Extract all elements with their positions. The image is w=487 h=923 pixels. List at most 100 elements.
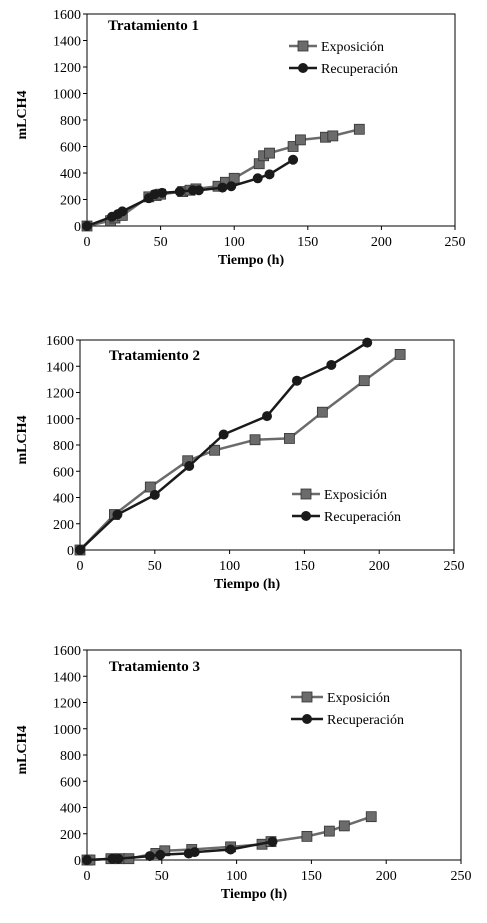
data-point-square [338, 820, 350, 832]
y-tick-label: 1600 [53, 8, 81, 23]
legend-entry: Recuperación [291, 713, 404, 728]
legend-label: Exposición [324, 488, 387, 503]
data-point-circle [112, 509, 123, 520]
data-point-circle [144, 851, 155, 862]
y-tick-label: 600 [60, 775, 81, 790]
y-tick-label: 0 [74, 220, 81, 235]
plot-frame [86, 13, 456, 227]
data-point-circle [267, 836, 278, 847]
data-point-square [284, 433, 295, 444]
series-recuperacion [82, 154, 299, 231]
data-point-square [353, 123, 365, 135]
data-point-circle [189, 847, 200, 858]
series-recuperacion [82, 836, 278, 865]
data-point-square [144, 481, 156, 493]
y-tick-label: 200 [60, 194, 81, 209]
y-tick-label: 1200 [53, 61, 81, 76]
data-point-circle [225, 844, 236, 855]
x-tick-label: 200 [369, 559, 390, 574]
data-point-square [394, 349, 406, 360]
legend-label: Exposición [327, 691, 390, 706]
data-point-square [365, 811, 377, 823]
data-point-square [249, 434, 261, 446]
legend-entry: Exposición [292, 488, 387, 503]
legend-marker-circle [301, 511, 311, 521]
legend-label: Recuperación [327, 713, 404, 728]
x-tick-label: 0 [77, 559, 84, 574]
y-tick-label: 1200 [46, 387, 74, 402]
y-tick-label: 1400 [53, 35, 81, 50]
data-point-circle [264, 169, 275, 180]
data-point-circle [184, 461, 195, 471]
data-point-circle [82, 855, 92, 865]
y-tick-label: 1400 [46, 360, 74, 375]
y-tick-label: 0 [67, 544, 74, 559]
data-point-square [295, 134, 306, 146]
x-tick-label: 200 [371, 235, 392, 250]
x-tick-label: 50 [154, 235, 168, 250]
x-tick-label: 50 [148, 559, 162, 574]
chart-panel-2: 0 200 400 600 800 1000 1200 1400 1600 0 50 100 150 20… [15, 334, 465, 592]
x-tick-label: 150 [297, 235, 318, 250]
x-tick-label: 150 [294, 559, 315, 574]
y-tick-label: 0 [74, 854, 81, 869]
data-point-square [323, 825, 335, 837]
y-axis-label: mLCH4 [15, 416, 30, 465]
y-tick-label: 800 [60, 114, 81, 129]
x-tick-label: 0 [84, 235, 91, 250]
y-tick-label: 800 [60, 749, 81, 764]
chart-title: Tratamiento 2 [109, 348, 200, 364]
data-point-circle [226, 181, 237, 192]
data-point-square [358, 375, 370, 387]
y-tick-label: 400 [60, 167, 81, 182]
data-point-circle [193, 185, 204, 196]
y-tick-label: 1600 [46, 334, 74, 349]
legend-label: Recuperación [324, 510, 401, 525]
y-tick-label: 200 [60, 828, 81, 843]
data-point-square [287, 141, 299, 152]
x-tick-label: 250 [444, 559, 465, 574]
legend-label: Recuperación [321, 62, 398, 77]
y-tick-label: 800 [53, 439, 74, 454]
y-tick-label: 400 [60, 802, 81, 817]
data-point-circle [252, 173, 263, 184]
x-axis-label: Tiempo (h) [214, 577, 281, 592]
x-tick-label: 100 [224, 235, 245, 250]
data-point-circle [362, 337, 373, 348]
x-tick-label: 0 [84, 869, 91, 884]
x-tick-label: 200 [376, 869, 397, 884]
x-tick-label: 250 [445, 235, 466, 250]
data-point-circle [155, 849, 166, 860]
legend-entry: Exposición [289, 40, 384, 55]
data-point-circle [326, 359, 337, 370]
legend-entry: Recuperación [292, 510, 401, 525]
legend-marker-square [300, 488, 312, 500]
legend-marker-circle [298, 63, 308, 73]
y-tick-label: 1400 [53, 670, 81, 685]
data-point-circle [218, 429, 229, 440]
data-point-circle [82, 221, 92, 231]
legend-marker-square [297, 40, 309, 52]
legend-label: Exposición [321, 40, 384, 55]
data-point-circle [149, 189, 160, 200]
legend-marker-circle [302, 714, 312, 724]
legend-marker-square [301, 691, 313, 703]
chart-title: Tratamiento 1 [108, 18, 199, 34]
x-tick-label: 50 [155, 869, 169, 884]
y-tick-label: 1000 [53, 88, 81, 103]
y-tick-label: 200 [53, 518, 74, 533]
y-tick-label: 1600 [53, 644, 81, 659]
y-tick-label: 600 [53, 465, 74, 480]
data-point-circle [157, 187, 168, 198]
x-axis-label: Tiempo (h) [221, 887, 288, 902]
x-tick-label: 150 [301, 869, 322, 884]
data-point-circle [291, 375, 302, 386]
data-point-circle [174, 186, 185, 197]
legend-entry: Recuperación [289, 62, 398, 77]
y-tick-label: 1200 [53, 697, 81, 712]
x-axis-label: Tiempo (h) [218, 253, 285, 268]
y-tick-label: 600 [60, 141, 81, 156]
data-point-circle [75, 545, 85, 555]
data-point-square [316, 406, 328, 418]
y-axis-label: mLCH4 [15, 91, 30, 140]
